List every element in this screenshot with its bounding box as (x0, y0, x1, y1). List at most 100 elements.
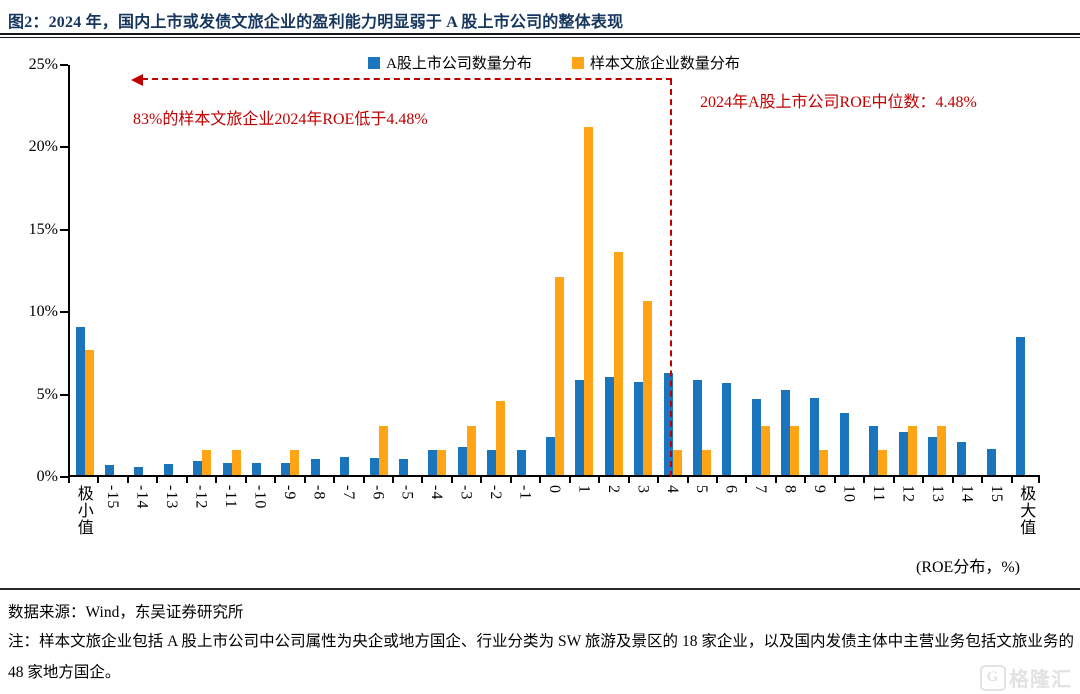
sample-bar (701, 450, 711, 475)
a-share-bar (869, 425, 879, 475)
a-share-bar (487, 449, 497, 475)
x-tick-label: -13 (163, 485, 181, 510)
x-tick-label: -10 (251, 485, 269, 510)
sample-bar (378, 425, 388, 475)
a-share-bar (634, 382, 644, 475)
sample-bar (760, 425, 770, 475)
chart-legend: A股上市公司数量分布 样本文旅企业数量分布 (68, 52, 1040, 73)
sample-bar (907, 425, 917, 475)
x-tick-label: -7 (339, 485, 357, 501)
bar-group (628, 65, 657, 475)
data-source-text: 数据来源：Wind，东吴证券研究所 (8, 604, 244, 621)
x-tick-mark (833, 477, 836, 483)
bar-group (1011, 65, 1040, 475)
bar-group (393, 65, 422, 475)
a-share-bar (898, 432, 908, 475)
a-share-bar (516, 449, 526, 475)
x-tick-label: 9 (811, 485, 829, 494)
x-tick-mark (509, 477, 512, 483)
a-share-bar (545, 437, 555, 475)
bar-group (99, 65, 128, 475)
x-tick-label: 3 (634, 485, 652, 494)
figure-title: 图2：2024 年，国内上市或发债文旅企业的盈利能力明显弱于 A 股上市公司的整… (8, 14, 624, 31)
x-tick-mark (686, 477, 689, 483)
a-share-bar (957, 442, 967, 475)
x-tick-mark (421, 477, 424, 483)
bar-group (452, 65, 481, 475)
sample-bar (819, 450, 829, 475)
y-tick-mark (60, 476, 68, 478)
sample-bar (554, 276, 564, 475)
x-tick-label: 0 (545, 485, 563, 494)
sample-bar (84, 350, 94, 475)
a-share-bar (839, 412, 849, 475)
x-tick-mark (892, 477, 895, 483)
bar-group (246, 65, 275, 475)
x-tick-label: 8 (781, 485, 799, 494)
gelonghui-watermark-text: 格隆汇 (1009, 669, 1072, 691)
bar-group (217, 65, 246, 475)
x-tick-mark (716, 477, 718, 483)
sample-bar (202, 450, 212, 475)
x-tick-mark (539, 477, 542, 483)
x-tick-mark (774, 477, 777, 483)
legend-item-sample: 样本文旅企业数量分布 (571, 52, 740, 73)
bar-group (158, 65, 187, 475)
bar-group (70, 65, 99, 475)
footer-divider (0, 588, 1080, 590)
bar-group (276, 65, 305, 475)
x-tick-mark (333, 477, 336, 483)
x-tick-mark (392, 477, 394, 483)
y-tick-mark (60, 146, 68, 149)
a-share-bar (428, 450, 438, 475)
bars-layer (70, 65, 1040, 475)
a-share-bar (1016, 337, 1026, 475)
gelonghui-logo-icon: G (980, 664, 1006, 691)
x-tick-mark (215, 477, 218, 483)
x-tick-mark (922, 477, 925, 483)
sample-bar (937, 425, 947, 475)
bar-group (423, 65, 452, 475)
a-share-bar (751, 398, 761, 475)
bar-group (335, 65, 364, 475)
y-tick-label: 25% (28, 56, 58, 73)
a-share-bar (105, 465, 115, 475)
sample-bar (643, 301, 653, 475)
bar-group (599, 65, 628, 475)
orange-swatch-icon (571, 56, 584, 69)
gelonghui-watermark: G 格隆汇 (980, 663, 1072, 692)
a-share-bar (193, 461, 203, 475)
blue-swatch-icon (368, 56, 381, 69)
x-tick-label: -8 (310, 485, 328, 501)
plot-area (68, 65, 1040, 477)
a-share-bar (722, 383, 732, 475)
a-share-bar (810, 397, 820, 475)
a-share-bar (457, 447, 467, 475)
bar-group (952, 65, 981, 475)
y-tick-label: 0% (36, 468, 58, 485)
a-share-bar (134, 466, 144, 475)
sample-bar (437, 450, 447, 475)
footnote-text: 注：样本文旅企业包括 A 股上市公司中公司属性为央企或地方国企、行业分类为 SW… (8, 633, 1074, 681)
x-tick-mark (274, 477, 277, 483)
x-tick-label: -2 (487, 485, 505, 501)
y-tick-label: 20% (28, 138, 58, 156)
x-tick-mark (480, 477, 483, 483)
a-share-bar (252, 462, 262, 475)
y-tick-label: 5% (36, 385, 58, 403)
a-share-bar (340, 456, 350, 475)
x-tick-mark (745, 477, 748, 483)
x-axis-labels: 极小值 -15 -14 -13 -12 -11 -10 -9 -8 -7 -6 -5 -4 -3 -2 -1 0… (68, 485, 1040, 536)
x-tick-label: 12 (899, 485, 917, 503)
x-tick-mark (126, 477, 129, 483)
bar-group (981, 65, 1010, 475)
bar-group (775, 65, 804, 475)
x-tick-label: -1 (516, 485, 534, 501)
x-tick-label: -11 (221, 485, 239, 509)
sample-bar (584, 127, 594, 475)
bar-group (305, 65, 334, 475)
annotation-right: 2024年A股上市公司ROE中位数：4.48% (700, 94, 977, 111)
a-share-bar (781, 389, 791, 475)
bar-group (481, 65, 510, 475)
